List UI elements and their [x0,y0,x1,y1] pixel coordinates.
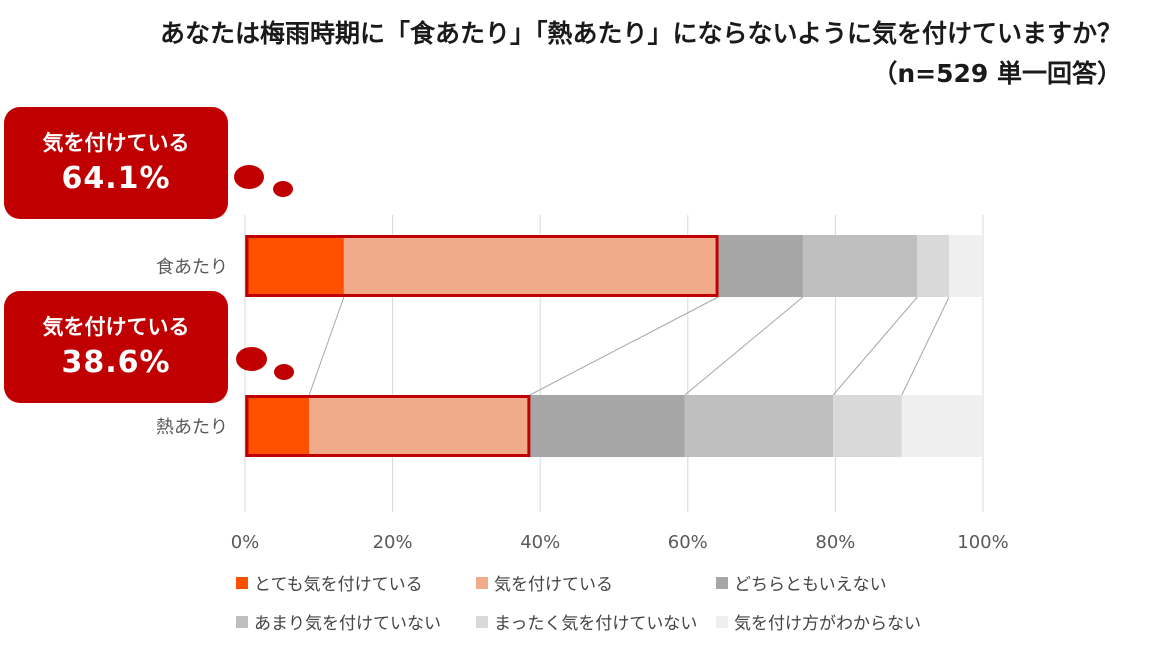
legend-item: あまり気を付けていない [236,609,476,634]
chart-title: あなたは梅雨時期に「食あたり」「熱あたり」にならないように気を付けていますか？ [159,19,1122,48]
legend: とても気を付けている 気を付けている どちらともいえない あまり気を付けていない… [236,570,1116,634]
bar-segment [802,235,918,297]
bar-segment [245,395,310,457]
legend-label: どちらともいえない [734,575,887,595]
legend-item: まったく気を付けていない [476,609,716,634]
bar-segment [309,395,530,457]
callout-food: 気を付けている 64.1% [4,107,228,219]
bar-segment [917,235,950,297]
x-tick-label: 20% [373,532,413,553]
legend-label: 気を付け方がわからない [734,614,921,634]
legend-swatch-2 [716,576,728,589]
series-connector-line [529,296,719,396]
legend-swatch-1 [476,576,488,589]
highlight-outline [245,235,719,297]
bar-segment [901,395,983,457]
x-tick-label: 100% [957,532,1008,553]
legend-swatch-3 [236,615,248,628]
legend-item: とても気を付けている [236,570,476,595]
callout-heat-label: 気を付けている [42,315,190,339]
callout-food-value: 64.1% [61,161,171,196]
bar-segment [684,395,834,457]
series-connector-line [901,296,950,396]
legend-label: まったく気を付けていない [494,614,698,634]
callout-heat-bubble-small [274,364,294,380]
legend-item: 気を付けている [476,570,716,595]
legend-swatch-5 [716,615,728,628]
callout-food-label: 気を付けている [42,131,190,155]
chart-subtitle: （n=529 単一回答） [872,59,1122,88]
bar-segment [529,395,685,457]
bar-segment [949,235,983,297]
legend-label: 気を付けている [494,575,613,595]
series-connector-line [308,296,345,396]
x-tick-label: 0% [231,532,260,553]
legend-swatch-4 [476,615,488,628]
category-label: 食あたり [156,257,228,278]
legend-swatch-0 [236,576,248,589]
callout-food-bubble-small [273,181,293,197]
legend-label: あまり気を付けていない [254,614,441,634]
bar-segment [343,235,719,297]
callout-heat-value: 38.6% [61,345,171,380]
legend-item: どちらともいえない [716,570,956,595]
bar-segment [833,395,902,457]
legend-label: とても気を付けている [254,575,423,595]
bar-segment [245,235,344,297]
x-tick-label: 60% [668,532,708,553]
callout-heat: 気を付けている 38.6% [4,291,228,403]
x-tick-label: 40% [520,532,560,553]
bar-segment [718,235,803,297]
callout-food-bubble-large [234,165,264,189]
series-connector-line [684,296,804,396]
legend-item: 気を付け方がわからない [716,609,956,634]
x-tick-label: 80% [815,532,855,553]
highlight-outline [245,395,531,457]
callout-heat-bubble-large [236,347,267,371]
series-connector-line [832,296,918,396]
category-label: 熱あたり [156,417,228,438]
